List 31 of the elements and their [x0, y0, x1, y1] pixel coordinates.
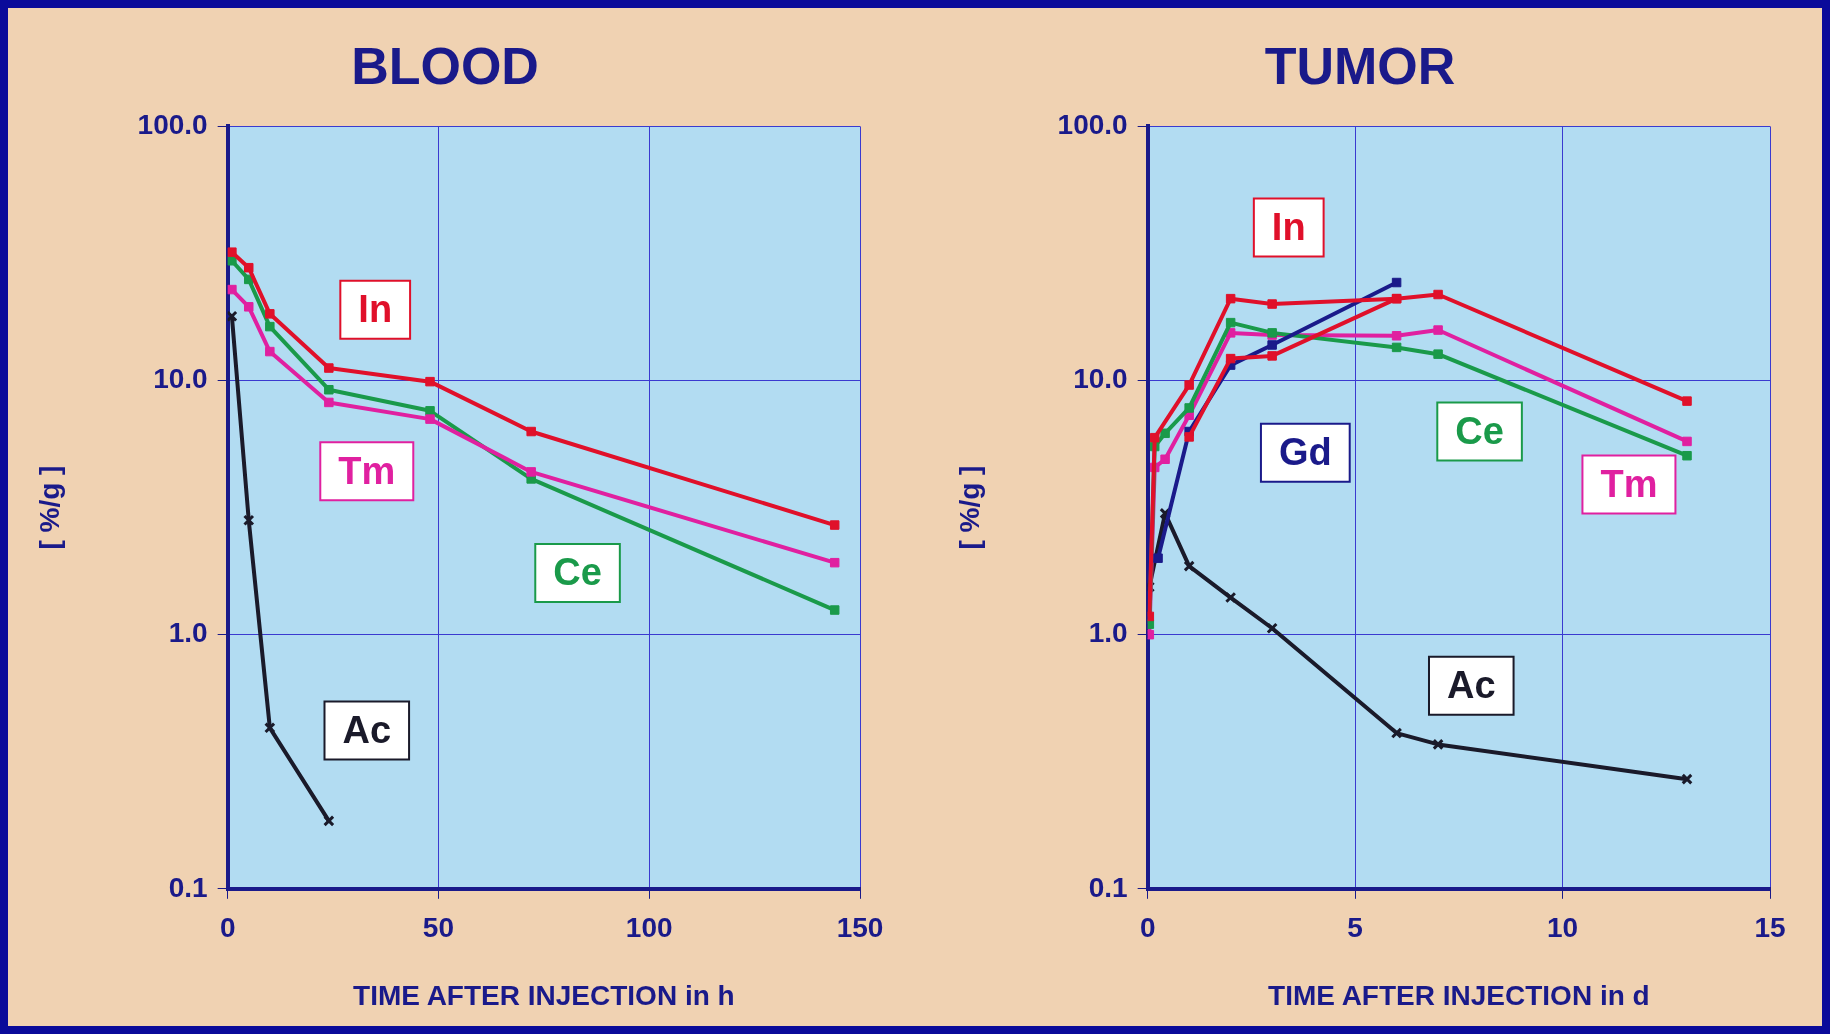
series-label: In — [1271, 206, 1306, 249]
y-tick-label: 1.0 — [1088, 617, 1128, 649]
x-tick-label: 10 — [1546, 912, 1579, 944]
y-tick-label: 100.0 — [1057, 109, 1128, 141]
series-label: Ce — [1455, 410, 1504, 453]
y-axis-title: [ %/g ] — [33, 465, 65, 550]
series-label: Gd — [1278, 431, 1332, 474]
y-tick-label: 10.0 — [153, 363, 208, 395]
y-tick-label: 0.1 — [168, 871, 208, 903]
x-tick-label: 15 — [1754, 912, 1786, 944]
x-tick-label: 5 — [1347, 912, 1363, 944]
series-label: Ac — [1446, 664, 1496, 707]
chart-title: TUMOR — [1264, 36, 1456, 95]
y-tick-label: 100.0 — [137, 109, 208, 141]
x-tick-label: 150 — [836, 912, 884, 944]
series-label: Ce — [553, 551, 602, 594]
series-label: Tm — [1600, 462, 1658, 505]
x-axis-title: TIME AFTER INJECTION in h — [353, 979, 735, 1011]
y-axis-title: [ %/g ] — [953, 465, 985, 550]
x-axis-title: TIME AFTER INJECTION in d — [1268, 979, 1650, 1011]
series-label: Tm — [338, 449, 396, 492]
y-tick-label: 10.0 — [1073, 363, 1128, 395]
chart-title: BLOOD — [351, 36, 539, 95]
x-tick-label: 0 — [219, 912, 236, 944]
x-tick-label: 100 — [625, 912, 673, 944]
x-tick-label: 0 — [1139, 912, 1156, 944]
x-tick-label: 50 — [422, 912, 455, 944]
y-tick-label: 1.0 — [168, 617, 208, 649]
y-tick-label: 0.1 — [1088, 871, 1128, 903]
series-label: Ac — [342, 708, 392, 751]
series-label: In — [358, 288, 393, 331]
